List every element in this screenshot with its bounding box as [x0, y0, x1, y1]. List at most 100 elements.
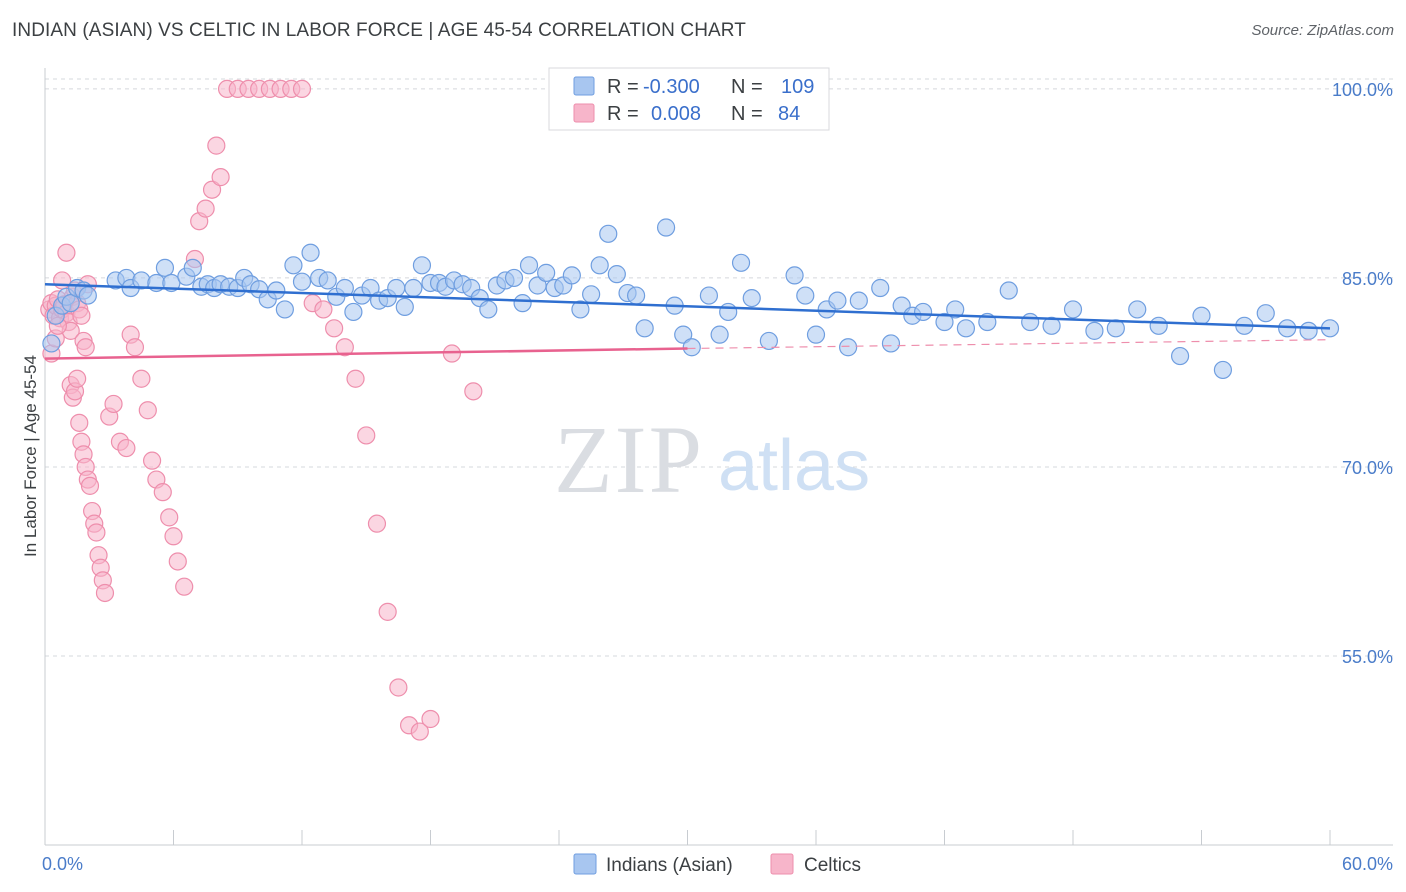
celtics-point [421, 709, 440, 729]
watermark-zip: ZIP [554, 406, 704, 513]
celtics-point [211, 168, 230, 187]
indians-asian-point [183, 258, 202, 277]
legend-r-label-1: R = [607, 76, 639, 98]
celtics-point [442, 344, 462, 363]
indians-asian-point [1149, 316, 1168, 335]
indians-asian-point [335, 278, 354, 298]
trend-lines [44, 282, 1331, 360]
celtics-point [378, 602, 397, 621]
legend-swatch-blue [573, 76, 595, 96]
indians-asian-point [1042, 316, 1061, 335]
bottom-legend-label-indians: Indians (Asian) [606, 855, 733, 876]
legend-n-value-2: 84 [778, 103, 800, 125]
celtics-point [76, 338, 95, 357]
indians-asian-point [1085, 321, 1104, 340]
chart-source: Source: ZipAtlas.com [1251, 22, 1394, 39]
series-legend: Indians (Asian) Celtics [573, 853, 861, 876]
indians-asian-point [61, 294, 80, 313]
indians-asian-point [344, 302, 363, 322]
indians-asian-point [635, 319, 654, 338]
celtics-point [202, 180, 222, 199]
celtics-point [57, 243, 76, 262]
x-tick-labels: 0.0% 60.0% [42, 854, 1393, 874]
celtics-point [464, 382, 483, 401]
celtics-point [68, 369, 87, 388]
indians-asian-point [318, 271, 337, 290]
celtics-point [138, 401, 157, 420]
indians-asian-point [590, 256, 609, 275]
celtics-points [40, 79, 483, 741]
indians-asian-trend-line [44, 282, 1331, 330]
indians-asian-point [78, 286, 97, 305]
celtics-point [175, 577, 194, 596]
indians-asian-point [42, 334, 61, 353]
bottom-legend-swatch-celtics [770, 853, 794, 875]
celtics-point [196, 199, 215, 218]
legend-r-label-2: R = [607, 103, 639, 125]
y-tick-label: 100.0% [1332, 80, 1393, 100]
legend-n-label-2: N = [731, 103, 763, 125]
indians-asian-point [301, 243, 320, 262]
indians-asian-point [404, 278, 423, 298]
celtics-point [95, 583, 115, 603]
indians-asian-point [284, 256, 303, 275]
correlation-legend: R = -0.300 N = 109 R = 0.008 N = 84 [548, 67, 830, 131]
indians-asian-point [881, 334, 901, 353]
indians-asian-point [275, 300, 294, 319]
indians-asian-point [682, 338, 701, 357]
y-tick-label: 70.0% [1342, 458, 1393, 478]
indians-asian-point [395, 297, 414, 317]
celtics-point [104, 394, 123, 414]
indians-asian-point [479, 300, 498, 319]
indians-asian-point [731, 253, 751, 272]
indians-asian-point [999, 281, 1018, 300]
watermark-atlas: atlas [718, 426, 870, 506]
indians-asian-point [1021, 312, 1040, 332]
indians-asian-point [719, 302, 738, 322]
indians-asian-point [656, 218, 676, 237]
indians-asian-point [946, 300, 965, 319]
indians-asian-point [504, 268, 524, 288]
indians-asian-point [785, 266, 804, 285]
y-axis-label: In Labor Force | Age 45-54 [21, 355, 40, 557]
celtics-point [132, 369, 151, 388]
indians-asian-point [412, 256, 432, 275]
indians-asian-point [742, 288, 761, 308]
indians-asian-point [537, 263, 556, 282]
celtics-point [292, 79, 312, 99]
indians-asian-point [1256, 304, 1275, 323]
indians-asian-point [513, 294, 532, 313]
celtics-point [72, 306, 91, 325]
indians-asian-point [1128, 300, 1147, 319]
bottom-legend-label-celtics: Celtics [804, 855, 861, 876]
indians-asian-point [155, 258, 175, 277]
legend-n-value-1: 109 [781, 76, 814, 98]
indians-asian-point [935, 312, 954, 332]
celtics-point [142, 451, 162, 470]
celtics-trend-line [44, 347, 688, 360]
y-tick-labels: 55.0% 70.0% 85.0% 100.0% [1332, 80, 1393, 667]
celtics-point [357, 426, 376, 445]
celtics-point [53, 271, 72, 290]
indians-asian-point [387, 278, 406, 298]
celtics-point [410, 722, 429, 741]
celtics-point [314, 300, 333, 319]
indians-asian-point [1213, 360, 1233, 380]
legend-r-value-2: 0.008 [651, 103, 701, 125]
indians-asian-point [1192, 306, 1211, 325]
indians-asian-point [699, 286, 719, 305]
indians-asian-point [796, 286, 815, 305]
indians-asian-point [267, 281, 286, 300]
indians-asian-point [913, 302, 933, 322]
indians-asian-point [849, 291, 868, 310]
celtics-point [389, 678, 408, 697]
legend-r-value-1: -0.300 [643, 76, 700, 98]
indians-asian-point [1170, 346, 1190, 366]
x-tick-label: 0.0% [42, 854, 83, 874]
indians-asian-point [571, 300, 590, 319]
indians-asian-point [828, 291, 847, 310]
indians-asian-point [806, 325, 826, 344]
y-tick-label: 55.0% [1342, 647, 1393, 667]
indians-asian-point [607, 265, 626, 284]
indians-asian-point [1063, 300, 1083, 319]
